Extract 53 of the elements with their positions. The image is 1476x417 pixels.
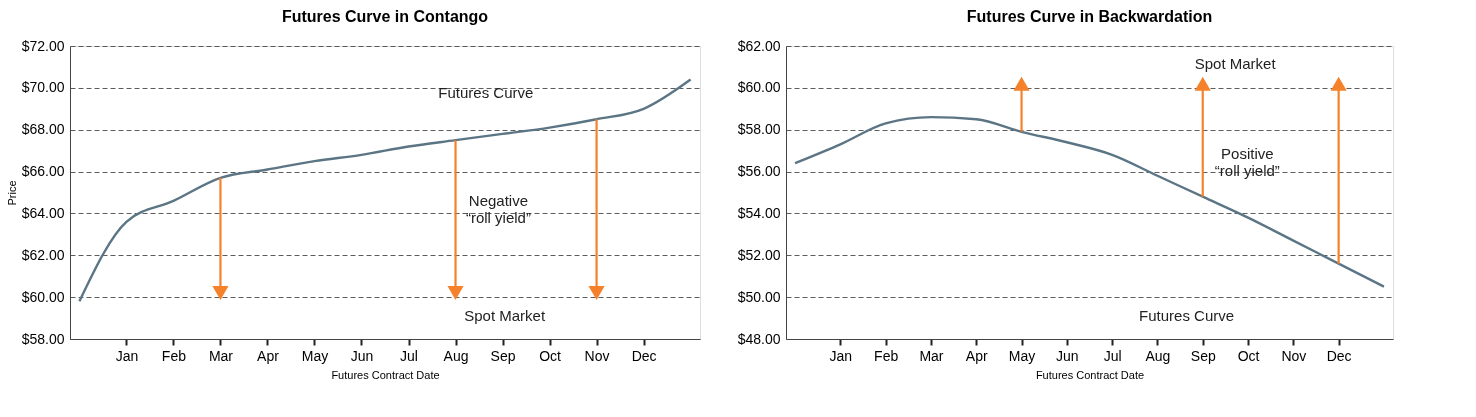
x-tick-label: Jun: [350, 347, 374, 364]
x-tick-label: Jul: [1103, 347, 1122, 364]
annotation: Spot Market: [464, 306, 546, 324]
y-tick-label: $52.00: [737, 246, 781, 263]
x-tick-label: Feb: [874, 347, 899, 364]
y-tick-label: $64.00: [21, 204, 65, 221]
x-tick-label: May: [1008, 347, 1036, 364]
x-tick-label: Jan: [115, 347, 139, 364]
y-axis-title: Price: [5, 180, 18, 206]
x-tick-label: Dec: [631, 347, 657, 364]
annotation: Negative “roll yield”: [465, 192, 531, 227]
line-series: [78, 78, 692, 303]
x-tick-label: Nov: [1281, 347, 1307, 364]
annotation: Futures Curve: [438, 83, 534, 101]
x-axis-title: Futures Contract Date: [331, 368, 440, 381]
y-tick-label: $68.00: [21, 121, 65, 138]
annotation: Spot Market: [1194, 54, 1277, 72]
y-tick-label: $58.00: [737, 121, 781, 138]
x-tick-label: Jul: [400, 347, 418, 364]
x-tick-label: May: [301, 347, 329, 364]
x-tick-label: Jun: [1056, 347, 1079, 364]
y-tick-label: $54.00: [737, 204, 781, 221]
x-tick-label: Apr: [965, 347, 988, 364]
x-tick-label: Aug: [443, 347, 469, 364]
x-axis-title: Futures Contract Date: [1035, 368, 1145, 381]
chart-title: Futures Curve in Contango: [281, 8, 489, 25]
y-tick-label: $50.00: [737, 288, 781, 305]
x-tick-label: Apr: [257, 347, 280, 364]
x-tick-label: Jan: [829, 347, 853, 364]
y-tick-label: $70.00: [21, 79, 65, 96]
chart-title: Futures Curve in Backwardation: [966, 8, 1213, 25]
annotation: Futures Curve: [1139, 306, 1235, 324]
y-tick-label: $62.00: [21, 246, 65, 263]
y-tick-label: $48.00: [737, 330, 781, 347]
x-tick-label: Nov: [584, 347, 610, 364]
x-tick-label: Sep: [1190, 347, 1216, 364]
x-tick-label: Feb: [161, 347, 187, 364]
annotation: Positive “roll yield”: [1214, 145, 1280, 180]
x-tick-label: Oct: [1237, 347, 1260, 364]
x-tick-label: Mar: [919, 347, 944, 364]
y-tick-label: $60.00: [737, 79, 781, 96]
x-tick-label: Sep: [490, 347, 516, 364]
y-tick-label: $58.00: [21, 330, 65, 347]
y-tick-label: $72.00: [21, 37, 65, 54]
y-tick-label: $60.00: [21, 288, 65, 305]
y-tick-label: $62.00: [737, 37, 781, 54]
y-tick-label: $66.00: [21, 163, 65, 180]
x-tick-label: Aug: [1145, 347, 1171, 364]
x-tick-label: Dec: [1326, 347, 1352, 364]
x-tick-label: Mar: [208, 347, 234, 364]
x-tick-label: Oct: [539, 347, 562, 364]
y-tick-label: $56.00: [737, 163, 781, 180]
line-series: [793, 115, 1386, 288]
